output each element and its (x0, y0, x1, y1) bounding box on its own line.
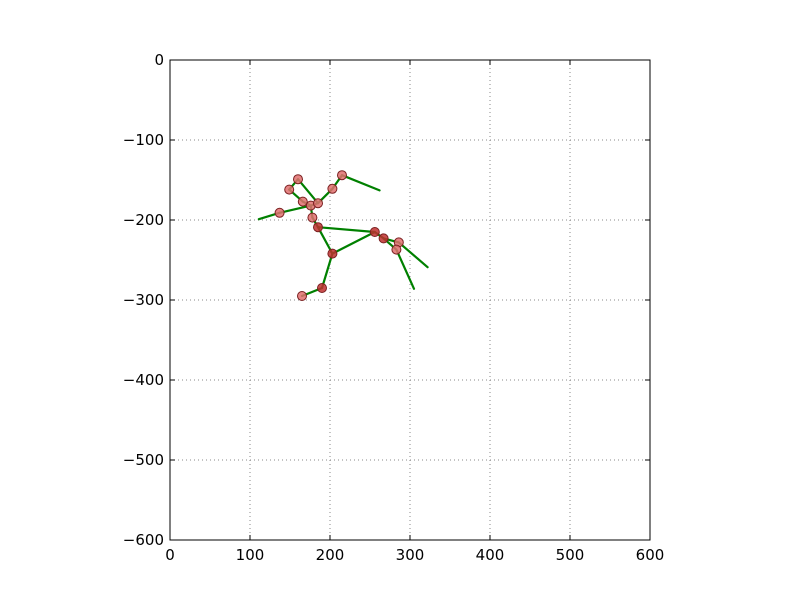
joint-point (307, 212, 318, 223)
y-tick-label: 0 (154, 51, 164, 69)
x-tick-label: 400 (476, 546, 505, 564)
joint-point (313, 222, 323, 233)
tick-layer (169, 59, 651, 541)
x-tick-label: 500 (556, 546, 585, 564)
x-tick-label: 300 (396, 546, 425, 564)
tick-label-layer: 0 100 200 300 400 500 600 0 −100 −200 −300 −400 −500… (123, 51, 665, 564)
y-tick-label: −100 (123, 131, 164, 149)
joint-point (327, 248, 338, 259)
y-tick-label: −600 (123, 531, 164, 549)
joint-point (284, 184, 295, 195)
joint-point (378, 233, 389, 244)
skeleton-segment (340, 174, 381, 192)
skeleton-segment (397, 241, 429, 269)
joint-point (297, 291, 307, 301)
y-tick-label: −300 (123, 291, 164, 309)
joint-point (327, 183, 338, 194)
skeleton-segment (296, 178, 320, 205)
point-layer (274, 170, 404, 301)
skeleton-segment (316, 226, 376, 234)
joint-point (313, 198, 323, 209)
joint-point (369, 227, 380, 237)
x-tick-label: 0 (165, 546, 175, 564)
skeleton-segment (278, 204, 312, 214)
y-tick-label: −400 (123, 371, 164, 389)
joint-point (337, 170, 347, 181)
joint-point (317, 283, 327, 293)
grid-layer (169, 59, 651, 541)
x-tick-label: 100 (236, 546, 265, 564)
x-tick-label: 200 (316, 546, 345, 564)
joint-point (293, 174, 303, 185)
joint-point (391, 244, 402, 255)
x-tick-label: 600 (636, 546, 665, 564)
y-tick-label: −200 (123, 211, 164, 229)
skeleton-segment (331, 230, 376, 255)
joint-point (297, 196, 308, 207)
y-tick-label: −500 (123, 451, 164, 469)
skeleton-segment (320, 252, 334, 290)
skeleton-segment (316, 226, 334, 255)
segment-layer (257, 174, 429, 298)
joint-point (274, 207, 285, 218)
skeleton-segment (395, 248, 416, 290)
